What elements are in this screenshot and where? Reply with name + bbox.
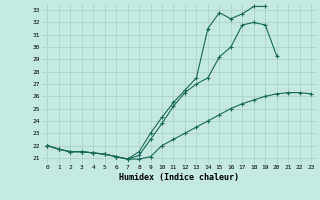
- X-axis label: Humidex (Indice chaleur): Humidex (Indice chaleur): [119, 173, 239, 182]
